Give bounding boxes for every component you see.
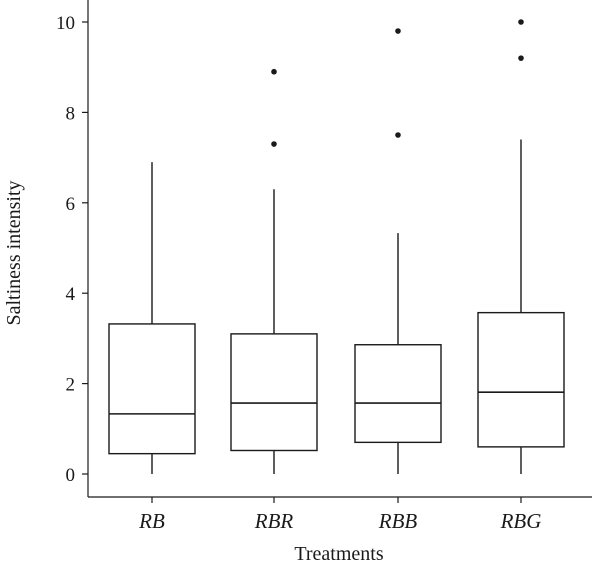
- y-tick-label: 10: [56, 13, 75, 34]
- outlier-point-rbr: [271, 68, 277, 75]
- y-tick-label: 0: [66, 465, 76, 486]
- box-rbg: [477, 311, 565, 448]
- x-tick-label-rb: RB: [138, 509, 165, 533]
- outlier-point-rbb: [395, 28, 401, 34]
- x-tick-label-rbr: RBR: [254, 509, 294, 533]
- outlier-point-rbg: [518, 55, 524, 61]
- box-series: [108, 19, 565, 474]
- box-rb: [108, 323, 196, 455]
- y-tick-label: 4: [66, 284, 76, 305]
- y-axis-title: Saltiness intensity: [3, 181, 25, 326]
- x-axis-ticks: RB RBR RBB RBG: [138, 497, 541, 533]
- outlier-point-rbb: [395, 132, 401, 138]
- y-tick-label: 6: [66, 194, 76, 215]
- x-axis-title: Treatments: [294, 543, 383, 565]
- y-tick-label: 2: [66, 375, 76, 396]
- x-tick-label-rbb: RBB: [378, 509, 418, 533]
- y-tick-label: 8: [66, 103, 76, 124]
- x-tick-label-rbg: RBG: [500, 509, 542, 533]
- outlier-point-rbr: [271, 141, 277, 147]
- outlier-point-rbg: [518, 19, 524, 25]
- box-rbr: [230, 333, 318, 452]
- box-rbb: [354, 344, 442, 444]
- y-axis-ticks: 0 2 4 6 8 10: [56, 13, 88, 486]
